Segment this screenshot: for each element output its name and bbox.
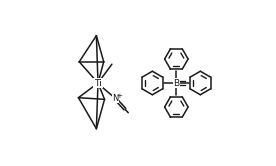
Text: +: + (116, 93, 122, 99)
Text: N: N (113, 93, 119, 103)
Text: Ti: Ti (94, 79, 102, 87)
Text: B: B (173, 79, 179, 87)
